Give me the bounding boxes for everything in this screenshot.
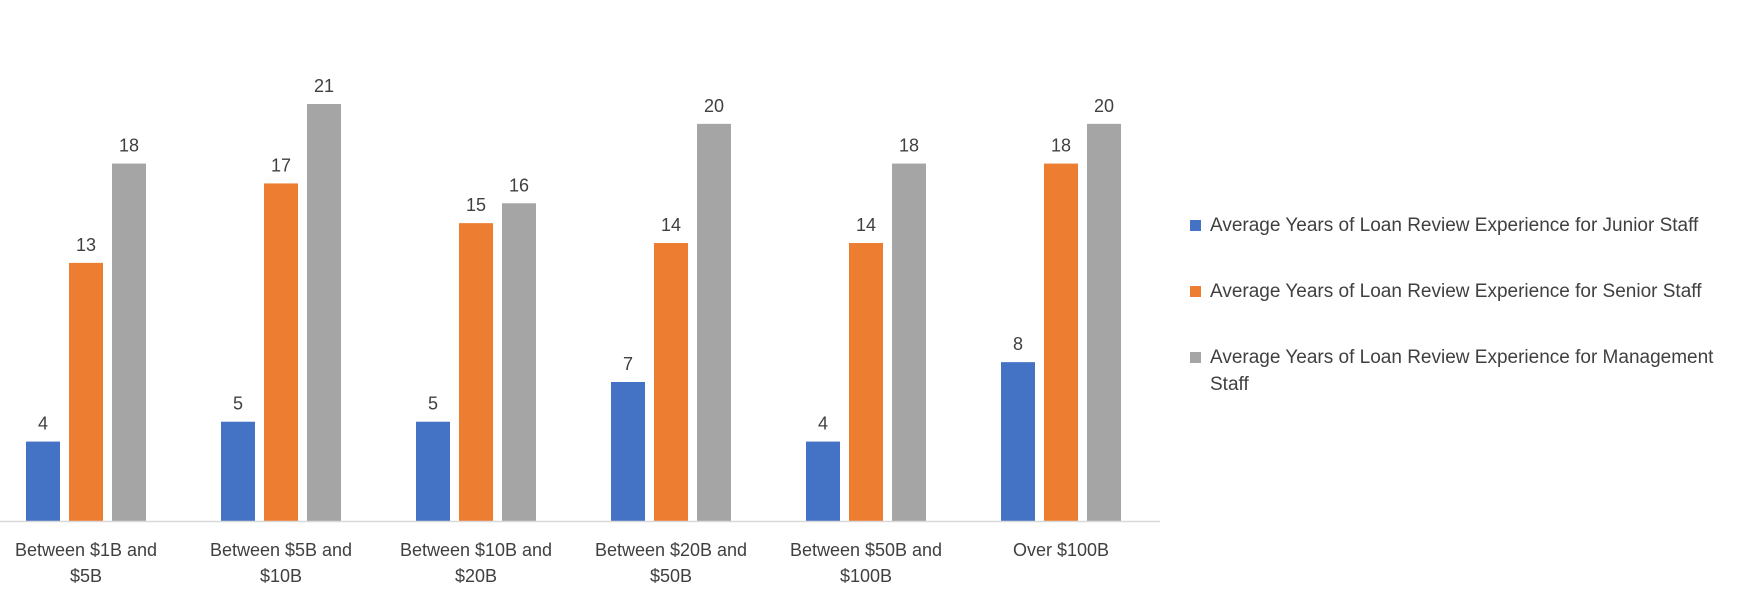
x-tick-label-c4-line0: Between $50B and xyxy=(790,540,942,560)
bar-s1-c4 xyxy=(849,243,883,521)
bar-s0-c0 xyxy=(26,441,60,521)
data-label-s1-c2: 15 xyxy=(466,195,486,215)
data-label-s0-c3: 7 xyxy=(623,354,633,374)
data-label-s0-c1: 5 xyxy=(233,394,243,414)
bar-s2-c5 xyxy=(1087,123,1121,521)
x-tick-label-c4-line1: $100B xyxy=(840,566,892,586)
x-tick-label-c2-line0: Between $10B and xyxy=(400,540,552,560)
bar-s2-c0 xyxy=(112,163,146,522)
bars-layer xyxy=(26,104,1121,522)
x-tick-label-c3-line0: Between $20B and xyxy=(595,540,747,560)
legend: Average Years of Loan Review Experience … xyxy=(1190,212,1745,437)
data-label-s1-c1: 17 xyxy=(271,155,291,175)
x-tick-label-c0-line1: $5B xyxy=(70,566,102,586)
data-label-s0-c4: 4 xyxy=(818,414,828,434)
data-label-s2-c0: 18 xyxy=(119,136,139,156)
bar-s1-c1 xyxy=(264,183,298,521)
data-label-s0-c0: 4 xyxy=(38,414,48,434)
legend-item-junior: Average Years of Loan Review Experience … xyxy=(1190,212,1745,239)
data-label-s1-c4: 14 xyxy=(856,215,876,235)
legend-item-management: Average Years of Loan Review Experience … xyxy=(1190,344,1745,398)
x-tick-label-c2-line1: $20B xyxy=(455,566,497,586)
bar-s0-c1 xyxy=(221,421,255,521)
data-label-s2-c3: 20 xyxy=(704,96,724,116)
data-label-s0-c5: 8 xyxy=(1013,334,1023,354)
data-label-s2-c4: 18 xyxy=(899,136,919,156)
x-tick-label-c3-line1: $50B xyxy=(650,566,692,586)
legend-label-management: Average Years of Loan Review Experience … xyxy=(1210,347,1714,395)
data-label-s1-c5: 18 xyxy=(1051,136,1071,156)
legend-swatch-management xyxy=(1190,352,1201,363)
bar-s0-c3 xyxy=(611,382,645,521)
data-label-s2-c2: 16 xyxy=(509,175,529,195)
data-label-s1-c0: 13 xyxy=(76,235,96,255)
data-label-s0-c2: 5 xyxy=(428,394,438,414)
bar-s1-c3 xyxy=(654,243,688,521)
legend-swatch-senior xyxy=(1190,286,1201,297)
bar-s2-c2 xyxy=(502,203,536,522)
bar-s0-c5 xyxy=(1001,362,1035,521)
bar-chart: 4 13 18 5 17 21 5 15 16 7 14 20 4 14 18 8 18 20 Between $… xyxy=(0,76,1160,586)
data-label-s2-c1: 21 xyxy=(314,76,334,96)
legend-item-senior: Average Years of Loan Review Experience … xyxy=(1190,278,1745,305)
bar-s2-c4 xyxy=(892,163,926,522)
legend-label-junior: Average Years of Loan Review Experience … xyxy=(1210,215,1699,236)
x-tick-label-c1-line1: $10B xyxy=(260,566,302,586)
x-tick-labels-layer: Between $1B and $5B Between $5B and $10B Bet… xyxy=(15,540,1109,586)
legend-label-senior: Average Years of Loan Review Experience … xyxy=(1210,281,1702,302)
bar-s1-c0 xyxy=(69,262,103,521)
bar-s0-c4 xyxy=(806,441,840,521)
bar-s2-c3 xyxy=(697,123,731,521)
x-tick-label-c1-line0: Between $5B and xyxy=(210,540,352,560)
legend-swatch-junior xyxy=(1190,220,1201,231)
bar-s1-c2 xyxy=(459,223,493,521)
bar-s2-c1 xyxy=(307,104,341,521)
bar-s1-c5 xyxy=(1044,163,1078,522)
data-label-s1-c3: 14 xyxy=(661,215,681,235)
x-tick-label-c5-line0: Over $100B xyxy=(1013,540,1109,560)
data-labels-layer: 4 13 18 5 17 21 5 15 16 7 14 20 4 14 18 8 18 20 xyxy=(38,76,1114,434)
data-label-s2-c5: 20 xyxy=(1094,96,1114,116)
bar-s0-c2 xyxy=(416,421,450,521)
x-tick-label-c0-line0: Between $1B and xyxy=(15,540,157,560)
